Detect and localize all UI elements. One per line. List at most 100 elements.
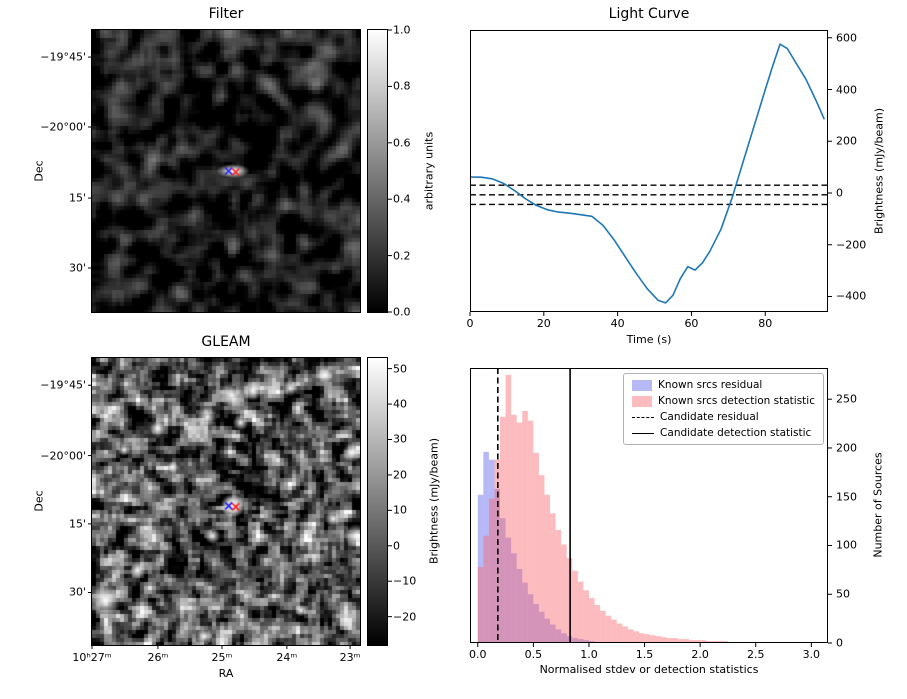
gleam-xtick-label: 23ᵐ: [339, 651, 361, 664]
histogram-bar: [555, 629, 562, 643]
histogram-bar: [488, 498, 495, 643]
light-curve-xlabel: Time (s): [626, 333, 672, 346]
histogram-xtick-label: 1.5: [635, 648, 654, 661]
histogram-bar: [683, 639, 690, 643]
histogram-bar: [588, 598, 595, 643]
histogram-legend: Known srcs residual Known srcs detection…: [623, 373, 824, 445]
gleam-xtick-label: 10ʰ27ᵐ: [72, 651, 112, 664]
light-curve-xtick-label: 80: [758, 317, 773, 330]
histogram-bar: [600, 610, 606, 643]
histogram-xtick-label: 3.0: [802, 648, 821, 661]
histogram-ytick-label: 100: [836, 538, 857, 552]
histogram-xtick-label: 0.5: [524, 648, 543, 661]
legend-label-candidate-detection: Candidate detection statistic: [660, 427, 812, 439]
residual-histogram-bars: [477, 451, 612, 643]
light-curve-xtick-label: 40: [610, 317, 625, 330]
histogram-bar: [583, 640, 589, 643]
filter-ytick-label: 30': [68, 261, 86, 275]
histogram-bar: [550, 624, 556, 643]
histogram-bar: [700, 640, 706, 643]
histogram-bar: [666, 638, 673, 643]
histogram-xtick-label: 0.0: [469, 648, 487, 661]
histogram-bar: [689, 640, 695, 643]
filter-ytick-label: −19°45': [40, 50, 86, 64]
histogram-bar: [527, 420, 534, 643]
gleam-xlabel: RA: [218, 667, 234, 680]
histogram-bar: [611, 619, 617, 643]
histogram-ytick-label: 0: [836, 636, 843, 650]
histogram-bar: [616, 623, 623, 643]
histogram-plot: [470, 368, 832, 647]
gleam-xtick-label: 25ᵐ: [211, 651, 233, 664]
histogram-bar: [605, 615, 612, 643]
legend-item-detection: Known srcs detection statistic: [632, 395, 815, 407]
gleam-colorbar-tick-label: 50: [393, 362, 407, 376]
histogram-ytick-label: 150: [836, 490, 857, 504]
filter-colorbar-tick-label: 0.2: [393, 249, 411, 263]
residual-swatch: [632, 379, 653, 391]
filter-ytick-label: 15': [68, 191, 86, 205]
gleam-ytick-label: −20°00': [40, 449, 86, 463]
histogram-ytick-label: 250: [836, 392, 857, 406]
histogram-xtick-label: 1.0: [580, 648, 598, 661]
gleam-sky-image: [91, 357, 361, 646]
light-curve-xtick-label: 20: [536, 317, 551, 330]
legend-item-candidate-residual: Candidate residual: [632, 411, 815, 423]
histogram-bar: [477, 494, 484, 643]
gleam-ytick-label: −19°45': [40, 378, 86, 392]
legend-label-candidate-residual: Candidate residual: [660, 411, 759, 423]
filter-sky-image: [91, 29, 361, 313]
histogram-bar: [577, 581, 584, 643]
gleam-colorbar-tick-label: 10: [393, 503, 407, 517]
light-curve-xtick-label: 60: [684, 317, 699, 330]
gleam-colorbar-tick-label: 40: [393, 397, 407, 411]
solid-line-swatch: [632, 432, 655, 434]
histogram-bar: [550, 513, 556, 643]
filter-colorbar: [367, 29, 388, 313]
histogram-bar: [500, 416, 506, 643]
legend-item-residual: Known srcs residual: [632, 379, 815, 391]
histogram-xtick-label: 2.5: [746, 648, 765, 661]
gleam-colorbar: [367, 357, 388, 646]
histogram-bar: [577, 639, 584, 643]
detection-swatch: [632, 395, 653, 407]
legend-item-candidate-detection: Candidate detection statistic: [632, 427, 815, 439]
histogram-bar: [538, 475, 545, 643]
gleam-colorbar-tick-label: 0: [393, 539, 400, 553]
histogram-bar: [644, 634, 651, 643]
filter-colorbar-tick-label: 0.6: [393, 136, 411, 150]
histogram-bar: [488, 459, 495, 643]
dashed-line-swatch: [632, 416, 655, 418]
histogram-bar: [561, 633, 567, 643]
histogram-bar: [694, 640, 701, 643]
histogram-bar: [533, 603, 539, 643]
histogram-bar: [627, 629, 634, 643]
histogram-bar: [522, 582, 528, 643]
histogram-bar: [483, 451, 489, 643]
light-curve-ytick-label: 200: [836, 134, 857, 148]
histogram-bar: [672, 638, 678, 643]
histogram-xlabel: Normalised stdev or detection statistics: [539, 663, 759, 676]
histogram-bar: [511, 414, 517, 643]
histogram-bar: [661, 637, 667, 643]
histogram-bar: [538, 611, 545, 643]
filter-colorbar-tick-label: 0.0: [393, 305, 411, 319]
gleam-title: GLEAM: [201, 334, 251, 350]
histogram-bar: [594, 604, 601, 643]
histogram-bar: [544, 618, 551, 643]
histogram-ytick-label: 50: [836, 587, 850, 601]
histogram-bar: [505, 537, 512, 643]
histogram-bar: [633, 631, 639, 643]
gleam-colorbar-tick-label: −10: [393, 574, 417, 588]
light-curve-ytick-label: 400: [836, 83, 857, 96]
gleam-ytick-label: 30': [68, 585, 86, 599]
light-curve-xtick-label: 0: [466, 317, 474, 330]
filter-colorbar-tick-label: 0.4: [393, 192, 411, 206]
histogram-bar: [650, 635, 656, 643]
histogram-bar: [500, 518, 506, 643]
light-curve-plot: [469, 30, 832, 316]
histogram-bar: [494, 488, 501, 643]
histogram-bar: [677, 639, 684, 643]
